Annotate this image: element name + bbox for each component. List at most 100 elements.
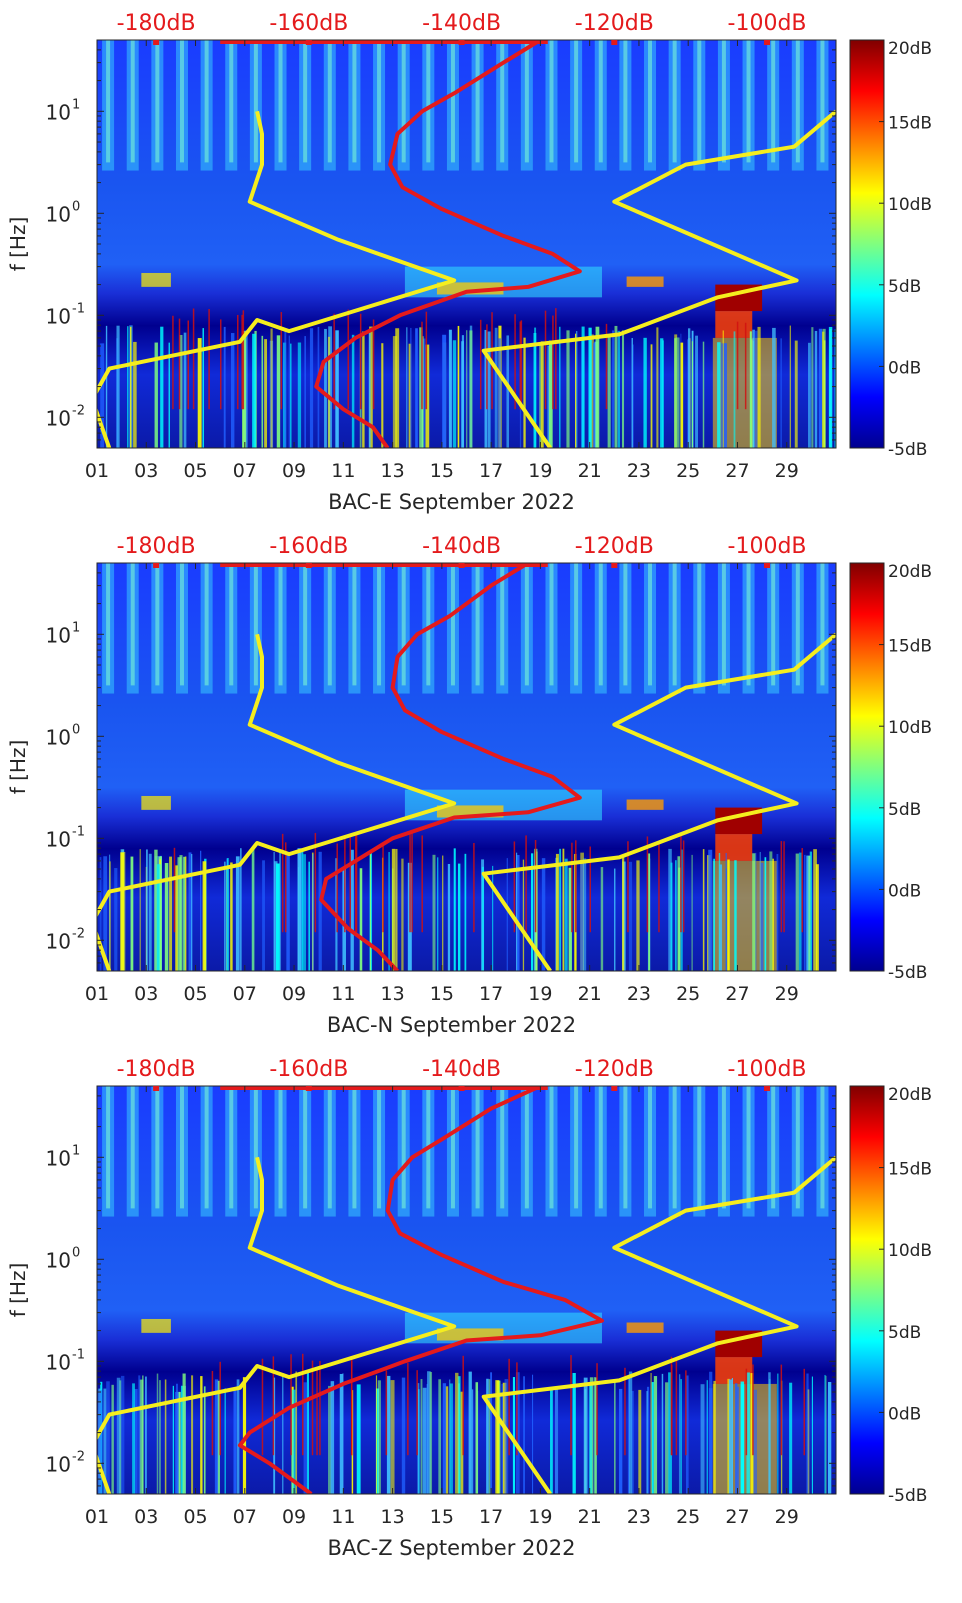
noise-model-curve-2 (481, 1155, 836, 1494)
y-tick-exponent: 0 (72, 199, 80, 214)
x-tick-label: 23 (627, 1506, 651, 1528)
x-tick-label: 25 (676, 983, 700, 1005)
x-tick-label: 25 (676, 460, 700, 482)
x-tick-label: 07 (233, 983, 257, 1005)
colorbar-tick-label: 0dB (888, 881, 921, 901)
x-tick-label: 13 (381, 460, 405, 482)
spectrogram-panel-2: 01 03 05 07 09 11 13 15 17 19 21 23 25 27 2910-210-110… (6, 534, 932, 1037)
y-tick-exponent: -2 (72, 1449, 85, 1464)
y-tick-exponent: 0 (72, 1245, 80, 1260)
x-tick-label: 15 (430, 983, 454, 1005)
x-tick-label: 19 (528, 983, 552, 1005)
x-tick-label: 09 (282, 460, 306, 482)
x-axis-label: BAC-N September 2022 (327, 1013, 576, 1037)
x-tick-label: 05 (183, 983, 207, 1005)
x-tick-label: 05 (183, 1506, 207, 1528)
y-tick-label: 10 (46, 406, 71, 430)
y-axis-label: f [Hz] (6, 1263, 30, 1318)
y-tick-exponent: -1 (72, 1347, 85, 1362)
top-axis-label: -160dB (269, 1057, 348, 1082)
colorbar-tick-label: -5dB (888, 440, 927, 460)
y-tick-label: 10 (46, 1452, 71, 1476)
x-tick-label: 01 (85, 460, 109, 482)
noise-model-curve-2 (481, 109, 836, 448)
median-psd-curve (314, 40, 582, 448)
colorbar-tick-label: -5dB (888, 963, 927, 983)
x-tick-label: 01 (85, 983, 109, 1005)
x-tick-label: 27 (725, 1506, 749, 1528)
y-axis-label: f [Hz] (6, 740, 30, 795)
top-axis-label: -160dB (269, 534, 348, 559)
colorbar-tick-label: 20dB (888, 1085, 932, 1105)
x-tick-label: 01 (85, 1506, 109, 1528)
median-psd-curve (319, 563, 582, 971)
colorbar (849, 39, 885, 449)
colorbar-tick-label: 0dB (888, 1404, 921, 1424)
x-tick-label: 21 (578, 983, 602, 1005)
colorbar-tick-label: 5dB (888, 1323, 921, 1343)
top-axis-label: -180dB (117, 534, 196, 559)
top-axis-label: -120dB (575, 11, 654, 36)
x-tick-label: 21 (578, 1506, 602, 1528)
colorbar-tick-label: 5dB (888, 800, 921, 820)
y-tick-exponent: 1 (72, 1143, 80, 1158)
x-tick-label: 23 (627, 983, 651, 1005)
x-tick-label: 11 (331, 460, 355, 482)
y-tick-exponent: -2 (72, 403, 85, 418)
colorbar (849, 1085, 885, 1495)
colorbar-tick-label: 0dB (888, 358, 921, 378)
y-tick-label: 10 (46, 1350, 71, 1374)
y-tick-exponent: -1 (72, 301, 85, 316)
x-tick-label: 25 (676, 1506, 700, 1528)
x-tick-label: 09 (282, 1506, 306, 1528)
colorbar-tick-label: 20dB (888, 39, 932, 59)
y-tick-label: 10 (46, 623, 71, 647)
y-tick-label: 10 (46, 1146, 71, 1170)
x-tick-label: 29 (775, 983, 799, 1005)
x-tick-label: 07 (233, 460, 257, 482)
top-axis-label: -100dB (728, 534, 807, 559)
y-tick-label: 10 (46, 202, 71, 226)
top-axis-label: -100dB (728, 1057, 807, 1082)
x-tick-label: 27 (725, 460, 749, 482)
y-tick-exponent: -1 (72, 824, 85, 839)
x-tick-label: 15 (430, 460, 454, 482)
x-tick-label: 13 (381, 983, 405, 1005)
spectrogram-texture (98, 1086, 836, 1494)
y-tick-exponent: 1 (72, 97, 80, 112)
y-tick-exponent: 1 (72, 620, 80, 635)
spectrogram-panel-3: 01 03 05 07 09 11 13 15 17 19 21 23 25 27 2910-210-110… (6, 1057, 932, 1560)
x-tick-label: 15 (430, 1506, 454, 1528)
y-axis-label: f [Hz] (6, 217, 30, 272)
colorbar (849, 562, 885, 972)
x-tick-label: 19 (528, 1506, 552, 1528)
x-axis-label: BAC-E September 2022 (328, 490, 575, 514)
colorbar-tick-label: 10dB (888, 718, 932, 738)
x-tick-label: 29 (775, 1506, 799, 1528)
colorbar-tick-label: 10dB (888, 1241, 932, 1261)
noise-model-curve-2 (481, 632, 836, 971)
y-tick-exponent: -2 (72, 926, 85, 941)
top-axis-label: -180dB (117, 11, 196, 36)
colorbar-tick-label: -5dB (888, 1486, 927, 1506)
colorbar-tick-label: 15dB (888, 114, 932, 134)
x-tick-label: 17 (479, 1506, 503, 1528)
y-tick-label: 10 (46, 929, 71, 953)
colorbar-tick-label: 15dB (888, 637, 932, 657)
x-tick-label: 23 (627, 460, 651, 482)
top-axis-label: -120dB (575, 1057, 654, 1082)
colorbar-tick-label: 10dB (888, 195, 932, 215)
x-tick-label: 13 (381, 1506, 405, 1528)
top-axis-label: -140dB (422, 534, 501, 559)
noise-model-curve-1 (97, 110, 457, 448)
x-tick-label: 27 (725, 983, 749, 1005)
x-tick-label: 29 (775, 460, 799, 482)
top-axis-label: -100dB (728, 11, 807, 36)
x-tick-label: 17 (479, 983, 503, 1005)
x-tick-label: 11 (331, 983, 355, 1005)
y-tick-label: 10 (46, 827, 71, 851)
x-tick-label: 03 (134, 1506, 158, 1528)
colorbar-tick-label: 20dB (888, 562, 932, 582)
